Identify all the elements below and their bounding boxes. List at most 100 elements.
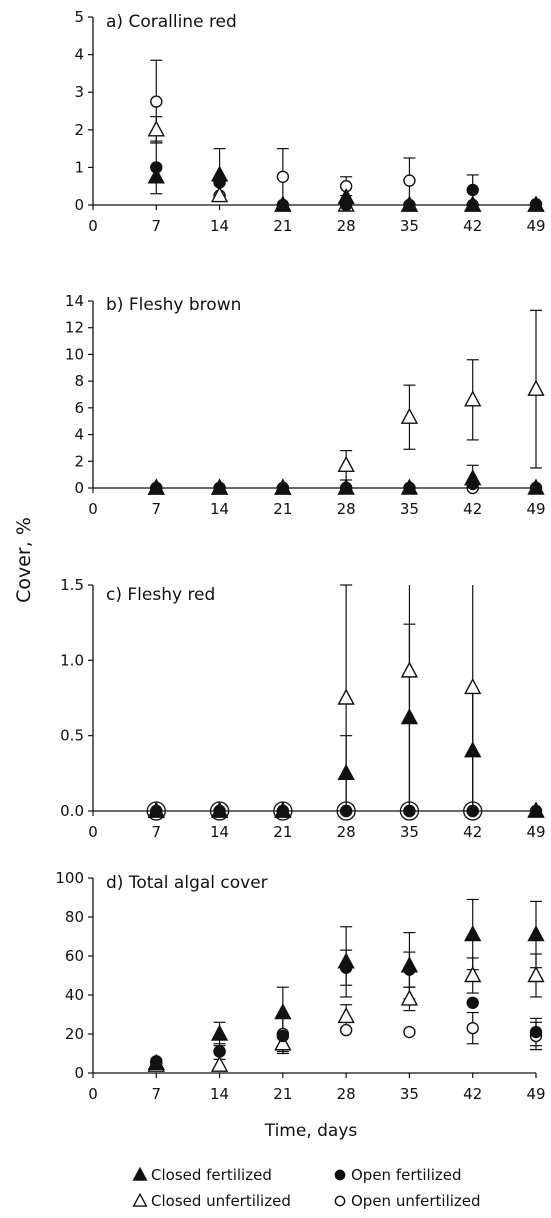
- x-tick-label: 0: [88, 823, 98, 841]
- y-tick-label: 0.0: [60, 802, 84, 820]
- x-tick-label: 7: [152, 500, 162, 518]
- x-tick-label: 0: [88, 1085, 98, 1103]
- y-tick-label: 0: [74, 1064, 84, 1082]
- x-tick-label: 42: [463, 823, 482, 841]
- data-point: [527, 379, 545, 396]
- data-point: [147, 1053, 165, 1070]
- x-tick-label: 28: [337, 1085, 356, 1103]
- x-tick-label: 21: [273, 500, 292, 518]
- y-tick-label: 1.0: [60, 651, 84, 669]
- panel-title: d) Total algal cover: [106, 873, 268, 893]
- data-point: [274, 1003, 292, 1020]
- data-point: [400, 661, 419, 678]
- x-tick-label: 14: [210, 500, 229, 518]
- overlap-ring: [336, 801, 356, 821]
- data-point: [150, 95, 163, 108]
- x-tick-label: 7: [152, 217, 162, 235]
- data-point: [464, 469, 482, 486]
- data-point: [527, 801, 545, 818]
- y-tick-label: 1.5: [60, 576, 84, 594]
- legend-marker: [132, 1166, 148, 1181]
- data-point: [213, 1045, 226, 1058]
- data-point: [147, 478, 165, 495]
- y-tick-label: 5: [74, 8, 84, 26]
- data-point: [210, 1024, 229, 1041]
- y-tick-label: 2: [74, 452, 84, 470]
- overlap-ring: [146, 801, 166, 821]
- data-point: [274, 1034, 292, 1051]
- y-tick-label: 20: [65, 1025, 84, 1043]
- x-tick-label: 28: [337, 500, 356, 518]
- data-point: [210, 186, 229, 203]
- data-point: [147, 167, 165, 184]
- data-point: [210, 1055, 229, 1072]
- y-tick-label: 2: [74, 121, 84, 139]
- data-point: [466, 996, 479, 1009]
- data-point: [403, 804, 416, 818]
- y-tick-label: 4: [74, 46, 84, 64]
- data-point: [466, 183, 479, 197]
- x-tick-label: 7: [152, 1085, 162, 1103]
- y-tick-label: 8: [74, 372, 84, 390]
- data-point: [400, 407, 419, 424]
- x-tick-label: 14: [210, 823, 229, 841]
- legend-marker: [334, 1195, 346, 1207]
- data-point: [337, 952, 355, 969]
- x-axis-label: Time, days: [264, 1121, 358, 1141]
- data-point: [274, 195, 292, 212]
- legend-label: Open unfertilized: [351, 1192, 481, 1210]
- data-point: [464, 390, 482, 407]
- x-tick-label: 7: [152, 823, 162, 841]
- legend-marker: [132, 1192, 148, 1207]
- legend-label: Open fertilized: [351, 1166, 462, 1184]
- data-point: [274, 801, 292, 818]
- data-point: [210, 478, 229, 495]
- data-point: [400, 478, 419, 495]
- data-point: [466, 1021, 479, 1035]
- data-point: [337, 763, 355, 781]
- x-tick-label: 42: [463, 1085, 482, 1103]
- x-tick-label: 14: [210, 217, 229, 235]
- overlap-ring: [209, 801, 230, 821]
- legend-marker: [334, 1169, 346, 1181]
- panel-title: a) Coralline red: [106, 12, 237, 32]
- data-point: [527, 195, 545, 212]
- data-point: [276, 170, 290, 184]
- legend-label: Closed fertilized: [151, 1166, 272, 1184]
- data-point: [464, 925, 482, 942]
- data-point: [464, 966, 482, 983]
- data-point: [147, 120, 165, 137]
- x-tick-label: 49: [526, 217, 545, 235]
- y-tick-label: 3: [74, 83, 84, 101]
- data-point: [464, 741, 482, 758]
- data-point: [527, 478, 545, 495]
- y-tick-label: 100: [55, 869, 84, 887]
- x-tick-label: 28: [337, 217, 356, 235]
- data-point: [400, 989, 419, 1006]
- x-tick-label: 21: [273, 1085, 292, 1103]
- x-tick-label: 14: [210, 1085, 229, 1103]
- panel-title: c) Fleshy red: [106, 585, 215, 605]
- data-point: [403, 1025, 416, 1039]
- x-tick-label: 0: [88, 500, 98, 518]
- data-point: [210, 165, 229, 182]
- data-point: [400, 195, 419, 212]
- x-tick-label: 28: [337, 823, 356, 841]
- data-point: [274, 478, 292, 495]
- y-tick-label: 80: [65, 908, 84, 926]
- overlap-ring: [273, 801, 293, 821]
- x-tick-label: 35: [400, 500, 419, 518]
- overlap-ring: [463, 801, 483, 821]
- data-point: [400, 956, 419, 973]
- x-tick-label: 42: [463, 217, 482, 235]
- y-tick-label: 0: [74, 196, 84, 214]
- data-point: [464, 195, 482, 212]
- x-tick-label: 49: [526, 823, 545, 841]
- data-point: [337, 187, 355, 205]
- data-point: [337, 455, 355, 472]
- data-point: [337, 1006, 355, 1024]
- x-tick-label: 42: [463, 500, 482, 518]
- data-point: [210, 801, 229, 818]
- data-point: [339, 1023, 353, 1037]
- data-point: [527, 966, 545, 983]
